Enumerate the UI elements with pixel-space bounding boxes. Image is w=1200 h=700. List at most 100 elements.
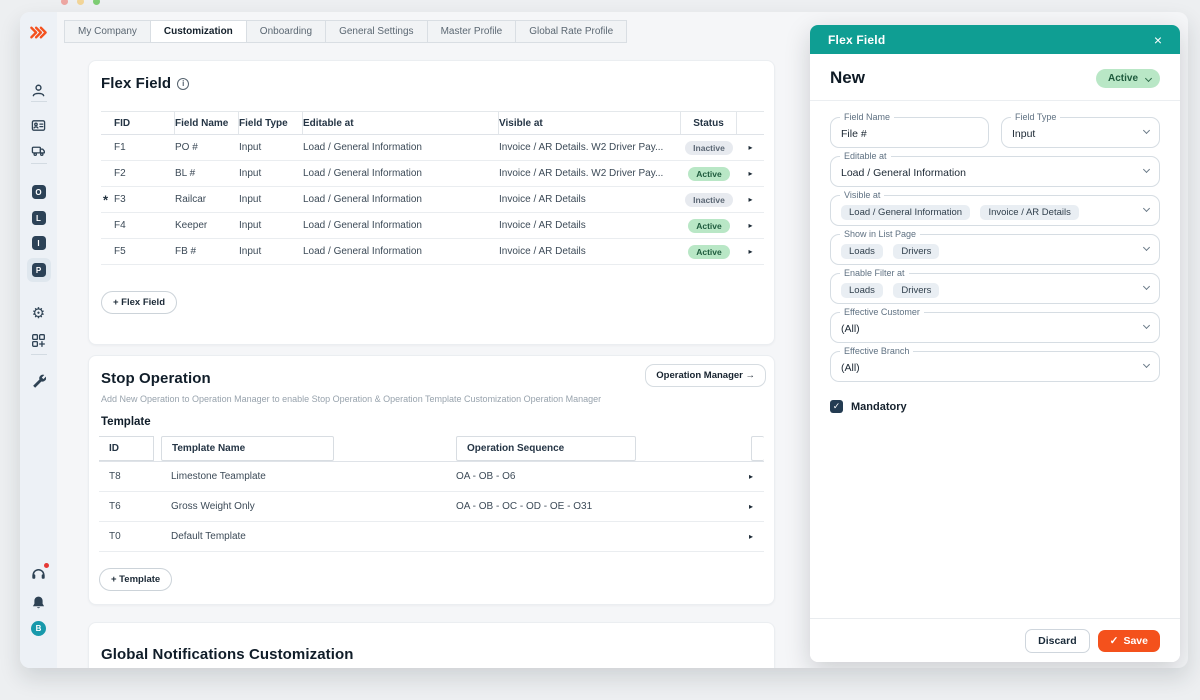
sidebar-item-users[interactable] bbox=[27, 78, 51, 102]
editable-at-select[interactable]: Editable at Load / General Information bbox=[830, 151, 1160, 187]
sidebar-item-contacts[interactable] bbox=[27, 113, 51, 137]
status-badge: Active bbox=[688, 218, 730, 233]
field-label: Effective Customer bbox=[840, 307, 924, 317]
sidebar-item-settings[interactable]: ⚙ bbox=[27, 301, 51, 325]
visible-at-multiselect[interactable]: Visible at Load / General Information In… bbox=[830, 190, 1160, 226]
tab-general-settings[interactable]: General Settings bbox=[326, 20, 428, 43]
col-header-field-name: Field Name bbox=[175, 112, 239, 134]
grid-plus-icon bbox=[32, 333, 45, 347]
effective-customer-select[interactable]: Effective Customer (All) bbox=[830, 307, 1160, 343]
col-header-status: Status bbox=[681, 112, 737, 134]
field-label: Field Type bbox=[1011, 112, 1061, 122]
settings-tab-bar: My Company Customization Onboarding Gene… bbox=[64, 20, 628, 43]
mandatory-checkbox[interactable]: ✓ bbox=[830, 400, 843, 413]
field-value: (All) bbox=[841, 362, 860, 374]
selection-chip: Loads bbox=[841, 244, 883, 259]
stop-operation-description: Add New Operation to Operation Manager t… bbox=[101, 394, 602, 404]
drawer-subheader: New Active bbox=[810, 54, 1180, 101]
col-header-operation-sequence: Operation Sequence bbox=[456, 436, 636, 461]
discard-button[interactable]: Discard bbox=[1025, 628, 1090, 653]
col-header-actions bbox=[737, 112, 764, 134]
template-subtitle: Template bbox=[101, 416, 151, 428]
enable-filter-multiselect[interactable]: Enable Filter at Loads Drivers bbox=[830, 268, 1160, 304]
window-dot-yellow bbox=[77, 0, 84, 5]
sidebar-item-apps[interactable] bbox=[27, 328, 51, 352]
chevron-right-icon[interactable]: ▸ bbox=[748, 169, 753, 178]
status-dropdown[interactable]: Active bbox=[1095, 68, 1160, 88]
sidebar-item-brand[interactable]: B bbox=[27, 616, 51, 640]
arrow-right-icon: → bbox=[745, 370, 756, 381]
app-logo[interactable] bbox=[27, 20, 51, 44]
chevron-right-icon[interactable]: ▸ bbox=[748, 472, 753, 481]
chevron-down-icon bbox=[1142, 204, 1151, 213]
table-row[interactable]: T8 Limestone Teamplate OA - OB - O6 ▸ bbox=[99, 462, 764, 492]
sidebar-item-tools[interactable] bbox=[27, 368, 51, 392]
chevron-down-icon bbox=[1142, 165, 1151, 174]
flex-field-table: FID Field Name Field Type Editable at Vi… bbox=[101, 111, 764, 265]
global-notifications-card: Global Notifications Customization bbox=[88, 622, 775, 668]
field-name-input[interactable]: Field Name File # bbox=[830, 112, 989, 148]
tab-master-profile[interactable]: Master Profile bbox=[427, 20, 517, 43]
selection-chip: Load / General Information bbox=[841, 205, 971, 220]
col-header-field-type: Field Type bbox=[239, 112, 303, 134]
sidebar-item-orders[interactable]: O bbox=[27, 180, 51, 204]
effective-branch-select[interactable]: Effective Branch (All) bbox=[830, 346, 1160, 382]
orders-letter-icon: O bbox=[31, 185, 46, 199]
flex-field-card: Flex Field i FID Field Name Field Type Ed… bbox=[88, 60, 775, 345]
selection-chip: Invoice / AR Details bbox=[980, 205, 1079, 220]
field-label: Effective Branch bbox=[840, 346, 914, 356]
sidebar-item-invoices[interactable]: I bbox=[27, 231, 51, 255]
chevron-right-icon[interactable]: ▸ bbox=[748, 247, 753, 256]
close-icon[interactable]: × bbox=[1153, 31, 1162, 48]
sidebar-item-profiles-active[interactable]: P bbox=[26, 258, 51, 282]
chevron-right-icon[interactable]: ▸ bbox=[748, 502, 753, 511]
info-icon[interactable]: i bbox=[177, 77, 190, 90]
stop-operation-title: Stop Operation bbox=[101, 370, 211, 387]
tab-customization[interactable]: Customization bbox=[150, 20, 247, 43]
bell-icon bbox=[32, 596, 45, 608]
chevron-down-icon bbox=[1142, 321, 1151, 330]
tab-global-rate-profile[interactable]: Global Rate Profile bbox=[516, 20, 628, 43]
chevron-right-icon[interactable]: ▸ bbox=[748, 195, 753, 204]
status-badge: Active bbox=[688, 166, 730, 181]
drawer-header: Flex Field × bbox=[810, 25, 1180, 54]
field-value: Load / General Information bbox=[841, 167, 966, 179]
status-badge: Inactive bbox=[685, 140, 733, 155]
table-row[interactable]: F5 FB # Input Load / General Information… bbox=[101, 239, 764, 265]
table-row[interactable]: F4 Keeper Input Load / General Informati… bbox=[101, 213, 764, 239]
truck-icon bbox=[31, 146, 45, 156]
chevron-down-icon bbox=[1144, 74, 1153, 82]
table-row[interactable]: T6 Gross Weight Only OA - OB - OC - OD -… bbox=[99, 492, 764, 522]
id-card-icon bbox=[31, 119, 46, 131]
invoices-letter-icon: I bbox=[31, 236, 46, 250]
show-in-list-multiselect[interactable]: Show in List Page Loads Drivers bbox=[830, 229, 1160, 265]
global-notifications-title: Global Notifications Customization bbox=[101, 646, 354, 663]
operation-manager-button[interactable]: Operation Manager → bbox=[645, 364, 766, 387]
chevron-right-icon[interactable]: ▸ bbox=[748, 221, 753, 230]
notification-dot bbox=[43, 563, 49, 568]
table-row[interactable]: F1 PO # Input Load / General Information… bbox=[101, 135, 764, 161]
add-template-button[interactable]: + Template bbox=[99, 568, 173, 591]
tab-onboarding[interactable]: Onboarding bbox=[246, 20, 327, 43]
table-row[interactable]: * F3 Railcar Input Load / General Informa… bbox=[101, 187, 764, 213]
field-type-select[interactable]: Field Type Input bbox=[1001, 112, 1160, 148]
chevron-right-icon[interactable]: ▸ bbox=[748, 532, 753, 541]
sidebar-item-loads[interactable]: L bbox=[27, 206, 51, 230]
col-header-fragment bbox=[751, 436, 764, 461]
flex-field-title: Flex Field bbox=[101, 75, 172, 92]
sidebar-item-fleet[interactable] bbox=[27, 138, 51, 162]
table-row[interactable]: F2 BL # Input Load / General Information… bbox=[101, 161, 764, 187]
col-header-fid: FID bbox=[101, 112, 175, 134]
flex-field-drawer: Flex Field × New Active Field Name File … bbox=[810, 25, 1180, 662]
save-button[interactable]: ✓ Save bbox=[1097, 629, 1160, 652]
chevron-right-icon[interactable]: ▸ bbox=[748, 143, 753, 152]
selection-chip: Drivers bbox=[893, 244, 940, 259]
tab-my-company[interactable]: My Company bbox=[64, 20, 151, 43]
sidebar-item-support[interactable] bbox=[27, 561, 51, 585]
add-flex-field-button[interactable]: + Flex Field bbox=[101, 291, 178, 314]
brand-badge-icon: B bbox=[31, 620, 46, 636]
sidebar-item-notifications[interactable] bbox=[27, 590, 51, 614]
table-row[interactable]: T0 Default Template ▸ bbox=[99, 522, 764, 552]
wrench-icon bbox=[33, 374, 46, 388]
template-table: ID Template Name Operation Sequence T8 L… bbox=[99, 436, 764, 552]
